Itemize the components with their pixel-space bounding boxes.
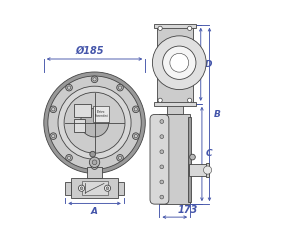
Circle shape	[80, 109, 109, 137]
Circle shape	[58, 86, 131, 159]
Text: Ø185: Ø185	[76, 46, 104, 56]
Circle shape	[80, 187, 83, 190]
Bar	[88, 167, 102, 178]
Bar	[188, 117, 191, 202]
Circle shape	[93, 78, 96, 81]
Circle shape	[68, 156, 71, 160]
Circle shape	[50, 106, 57, 113]
Bar	[93, 106, 109, 122]
Circle shape	[92, 160, 97, 165]
Text: Pietro
Fiorentini: Pietro Fiorentini	[94, 110, 108, 118]
Circle shape	[158, 26, 162, 30]
Circle shape	[48, 76, 141, 169]
Text: B: B	[214, 110, 220, 119]
Circle shape	[160, 150, 164, 154]
Circle shape	[118, 86, 122, 89]
Circle shape	[188, 98, 192, 102]
Circle shape	[93, 164, 96, 168]
Circle shape	[203, 166, 212, 174]
Text: C: C	[206, 149, 213, 159]
Circle shape	[188, 26, 192, 30]
Circle shape	[134, 135, 137, 138]
Text: A: A	[91, 207, 98, 216]
Circle shape	[64, 92, 125, 153]
Text: D: D	[205, 60, 212, 69]
Bar	[159, 114, 190, 204]
Circle shape	[163, 46, 196, 79]
Circle shape	[90, 151, 95, 157]
Bar	[82, 181, 107, 195]
Circle shape	[160, 120, 164, 123]
Circle shape	[117, 155, 123, 161]
Text: 173: 173	[178, 205, 198, 215]
Circle shape	[190, 154, 195, 160]
Circle shape	[160, 195, 164, 199]
Circle shape	[89, 157, 100, 168]
Bar	[74, 104, 91, 117]
Circle shape	[68, 86, 71, 89]
Bar	[157, 25, 193, 104]
Circle shape	[52, 135, 55, 138]
Bar	[74, 119, 85, 132]
Circle shape	[66, 155, 72, 161]
Bar	[154, 102, 196, 106]
Bar	[71, 178, 118, 198]
Circle shape	[133, 106, 139, 113]
Circle shape	[134, 108, 137, 111]
Bar	[65, 182, 71, 195]
Circle shape	[158, 98, 162, 102]
Circle shape	[152, 36, 206, 90]
Circle shape	[104, 185, 111, 191]
Circle shape	[106, 187, 109, 190]
Bar	[206, 163, 209, 177]
Circle shape	[91, 76, 98, 83]
Circle shape	[118, 156, 122, 160]
Circle shape	[66, 84, 72, 91]
Circle shape	[160, 165, 164, 169]
Circle shape	[133, 133, 139, 139]
Bar	[118, 182, 124, 195]
Circle shape	[160, 180, 164, 184]
Circle shape	[170, 53, 189, 72]
Circle shape	[50, 133, 57, 139]
Circle shape	[91, 163, 98, 169]
Bar	[167, 104, 183, 114]
Circle shape	[44, 72, 145, 173]
Circle shape	[79, 185, 85, 191]
FancyBboxPatch shape	[150, 114, 169, 204]
Bar	[154, 24, 196, 28]
Circle shape	[52, 108, 55, 111]
Circle shape	[160, 135, 164, 139]
Bar	[189, 164, 209, 176]
Circle shape	[117, 84, 123, 91]
